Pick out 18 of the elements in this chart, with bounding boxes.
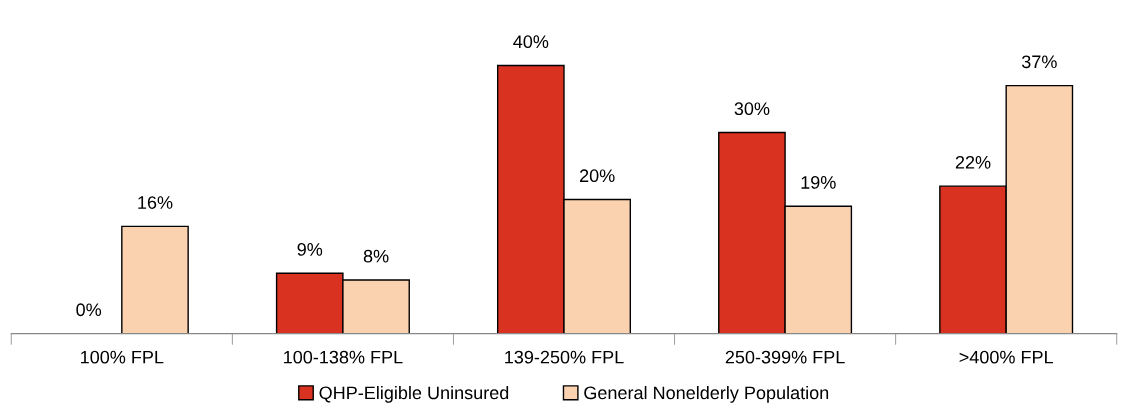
data-label: 40% xyxy=(513,35,549,49)
legend-label: QHP-Eligible Uninsured xyxy=(319,385,509,403)
data-label: 20% xyxy=(580,169,615,183)
x-tick-label: 100% FPL xyxy=(81,350,164,364)
data-label: 9% xyxy=(297,243,323,256)
legend-label: General Nonelderly Population xyxy=(584,385,829,403)
data-label: 8% xyxy=(363,249,389,263)
data-label: 30% xyxy=(734,102,770,116)
data-label: 0% xyxy=(76,303,102,317)
x-tick-label: 100-138% FPL xyxy=(284,350,403,364)
data-label: 16% xyxy=(138,196,173,209)
data-label: 37% xyxy=(1021,55,1057,69)
x-tick-label: 139-250% FPL xyxy=(505,350,624,364)
bar xyxy=(121,225,189,334)
data-label: 19% xyxy=(801,176,836,189)
x-tick-label: 250-399% FPL xyxy=(725,350,845,364)
data-label: 22% xyxy=(955,155,991,169)
x-tick-label: >400% FPL xyxy=(959,350,1053,364)
